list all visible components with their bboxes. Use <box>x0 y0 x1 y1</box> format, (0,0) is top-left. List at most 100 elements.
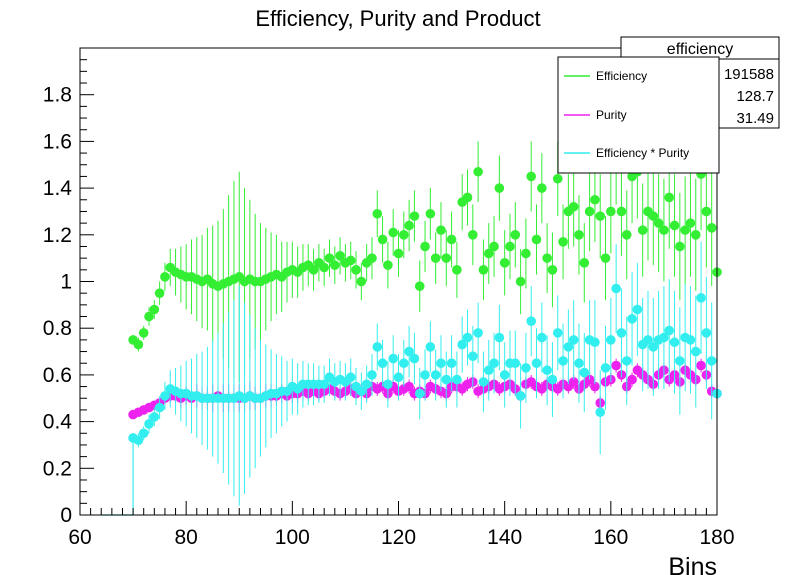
y-tick-label: 1.4 <box>43 177 73 200</box>
y-tick-label: 0.6 <box>43 364 72 387</box>
data-point <box>643 335 653 345</box>
data-point <box>537 183 547 193</box>
data-point <box>462 192 473 203</box>
data-point <box>706 222 717 233</box>
data-point <box>510 358 521 369</box>
x-tick-label: 80 <box>174 526 197 549</box>
data-point <box>149 304 160 315</box>
data-point <box>367 370 377 380</box>
chart-title: Efficiency, Purity and Product <box>255 6 540 31</box>
data-point <box>149 412 160 422</box>
data-point <box>489 358 499 369</box>
axes: 60 80 100 120 140 160 180 0 0.2 0.4 0.6 0.8 1 1.2 1.4 1… <box>43 47 735 549</box>
data-point <box>690 230 701 240</box>
data-point <box>701 206 712 217</box>
data-point <box>425 342 436 352</box>
data-point <box>568 377 579 387</box>
data-point <box>468 230 478 240</box>
data-point <box>590 337 600 348</box>
y-tick-label: 1.6 <box>43 130 72 153</box>
data-point <box>404 220 414 231</box>
data-point <box>361 379 372 390</box>
legend-label-efficiency: Efficiency <box>596 69 647 83</box>
data-point <box>446 358 457 369</box>
data-point <box>616 328 627 338</box>
data-point <box>324 253 335 263</box>
data-point <box>133 339 144 350</box>
data-point <box>383 260 393 270</box>
data-point <box>319 379 329 390</box>
x-tick-label: 120 <box>381 526 416 549</box>
data-point <box>595 407 606 418</box>
data-point <box>590 381 600 392</box>
data-point <box>436 358 446 369</box>
data-point <box>590 194 600 205</box>
data-point <box>446 234 457 245</box>
data-point <box>441 253 452 263</box>
data-point <box>356 386 367 397</box>
data-point <box>685 218 696 228</box>
stats-entries-value: 191588 <box>724 66 774 83</box>
data-point <box>335 251 345 261</box>
data-point <box>675 356 685 366</box>
y-tick-label: 1.8 <box>43 84 72 107</box>
data-point <box>568 201 579 212</box>
data-point <box>574 358 584 369</box>
data-point <box>377 358 388 369</box>
data-point <box>383 379 393 390</box>
data-point <box>478 265 489 275</box>
data-point <box>144 311 154 322</box>
data-point <box>648 342 659 352</box>
data-point <box>505 241 515 252</box>
y-tick-label: 0 <box>60 504 72 527</box>
data-point <box>611 283 621 294</box>
data-point <box>521 363 531 373</box>
data-point <box>531 234 542 245</box>
data-point <box>690 346 701 357</box>
data-point <box>430 370 441 380</box>
data-point <box>473 166 483 177</box>
stats-box-title: efficiency <box>667 41 733 58</box>
data-point <box>138 328 149 338</box>
data-point <box>526 316 537 326</box>
data-point <box>154 288 165 298</box>
data-point <box>160 272 170 282</box>
series-efficiency <box>128 115 722 382</box>
data-point <box>372 208 383 219</box>
legend-label-efficiency-purity: Efficiency * Purity <box>596 146 689 160</box>
data-point <box>579 367 590 378</box>
data-point <box>547 374 558 385</box>
data-point <box>420 241 430 252</box>
data-point <box>669 337 680 348</box>
data-point <box>483 248 494 259</box>
stats-mean-value: 128.7 <box>736 88 774 105</box>
data-point <box>441 374 452 385</box>
y-tick-label: 0.4 <box>43 411 73 434</box>
x-tick-label: 180 <box>699 526 734 549</box>
data-point <box>542 253 552 263</box>
data-point <box>499 370 510 380</box>
data-point <box>345 255 356 266</box>
data-point <box>494 183 505 193</box>
data-point <box>510 230 521 240</box>
data-point <box>552 173 563 184</box>
data-point <box>568 335 579 345</box>
y-tick-label: 0.2 <box>43 457 72 480</box>
data-point <box>393 248 404 259</box>
data-point <box>452 374 462 385</box>
y-tick-label: 1 <box>60 271 72 294</box>
data-point <box>526 171 537 182</box>
data-point <box>558 356 568 366</box>
data-point <box>462 332 473 343</box>
x-axis-label: Bins <box>668 553 717 575</box>
data-point <box>319 262 329 273</box>
data-point <box>521 248 531 259</box>
data-point <box>531 358 542 369</box>
data-point <box>632 304 643 315</box>
data-point <box>430 253 441 263</box>
x-tick-label: 100 <box>275 526 310 549</box>
data-point <box>574 230 584 240</box>
data-point <box>552 328 563 338</box>
x-tick-label: 60 <box>68 526 91 549</box>
